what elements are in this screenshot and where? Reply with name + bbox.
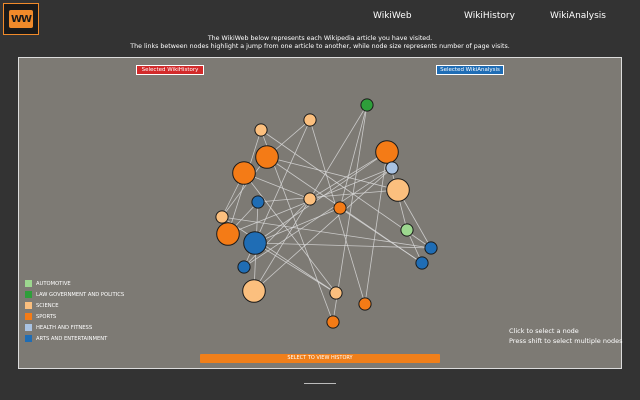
graph-node[interactable] [303,192,317,206]
nav-wikihistory[interactable]: WikiHistory [464,11,515,21]
legend-item: ARTS AND ENTERTAINMENT [25,333,124,344]
graph-link [221,216,432,249]
bottom-divider [304,383,336,384]
graph-node[interactable] [242,279,266,303]
nav-wikianalysis[interactable]: WikiAnalysis [550,11,606,21]
legend-swatch [25,291,32,298]
graph-link [254,242,432,249]
legend-label: LAW GOVERNMENT AND POLITICS [36,291,125,298]
help-text: Click to select a node Press shift to se… [509,326,622,346]
logo-mark: WW [9,10,33,28]
graph-node[interactable] [232,161,256,185]
graph-node[interactable] [243,231,267,255]
graph-node[interactable] [400,223,414,237]
graph-link [257,189,399,203]
legend-label: AUTOMOTIVE [36,280,71,287]
graph-link [243,172,311,200]
graph-node[interactable] [255,145,279,169]
graph-link [253,167,393,292]
graph-panel [18,57,622,369]
graph-link [243,198,311,268]
graph-node[interactable] [254,123,268,137]
legend-item: SCIENCE [25,300,124,311]
legend-label: ARTS AND ENTERTAINMENT [36,335,108,342]
graph-link [221,156,268,218]
graph-node[interactable] [385,161,399,175]
graph-node[interactable] [333,201,347,215]
legend-label: SCIENCE [36,302,59,309]
graph-link [254,207,341,244]
legend-swatch [25,324,32,331]
selected-wikianalysis-button[interactable]: Selected WikiAnalysis [436,65,504,75]
legend-label: SPORTS [36,313,57,320]
graph-node[interactable] [251,195,265,209]
graph-link [254,242,337,294]
wikiweb-logo[interactable]: WW [3,3,39,35]
graph-node[interactable] [358,297,372,311]
intro-text: The WikiWeb below represents each Wikipe… [0,35,640,51]
legend-swatch [25,313,32,320]
legend-label: HEALTH AND FITNESS [36,324,93,331]
graph-link [332,104,368,323]
graph-link [339,104,368,209]
graph-node[interactable] [424,241,438,255]
legend-item: HEALTH AND FITNESS [25,322,124,333]
graph-node[interactable] [215,210,229,224]
graph-link [266,156,399,191]
help-line-1: Click to select a node [509,327,579,335]
graph-node[interactable] [386,178,410,202]
graph-node[interactable] [326,315,340,329]
graph-link [243,172,337,294]
legend-item: AUTOMOTIVE [25,278,124,289]
legend-swatch [25,335,32,342]
intro-line-2: The links between nodes highlight a jump… [130,43,510,50]
legend-item: SPORTS [25,311,124,322]
help-line-2: Press shift to select multiple nodes [509,337,623,345]
graph-node[interactable] [237,260,251,274]
legend-swatch [25,302,32,309]
graph-link [364,151,388,305]
graph-link [339,207,423,264]
category-legend: AUTOMOTIVE LAW GOVERNMENT AND POLITICS S… [25,278,124,344]
graph-link [254,151,388,244]
intro-line-1: The WikiWeb below represents each Wikipe… [207,35,433,42]
graph-link [221,216,337,294]
graph-node[interactable] [329,286,343,300]
graph-node[interactable] [415,256,429,270]
legend-swatch [25,280,32,287]
graph-node[interactable] [360,98,374,112]
graph-nodes [215,98,438,329]
selected-wikihistory-button[interactable]: Selected WikiHistory [136,65,204,75]
graph-link [309,151,388,200]
graph-node[interactable] [216,222,240,246]
nav-wikiweb[interactable]: WikiWeb [373,11,412,21]
graph-node[interactable] [303,113,317,127]
graph-link [243,167,393,268]
legend-item: LAW GOVERNMENT AND POLITICS [25,289,124,300]
view-history-button[interactable]: SELECT TO VIEW HISTORY [200,354,440,363]
graph-node[interactable] [375,140,399,164]
